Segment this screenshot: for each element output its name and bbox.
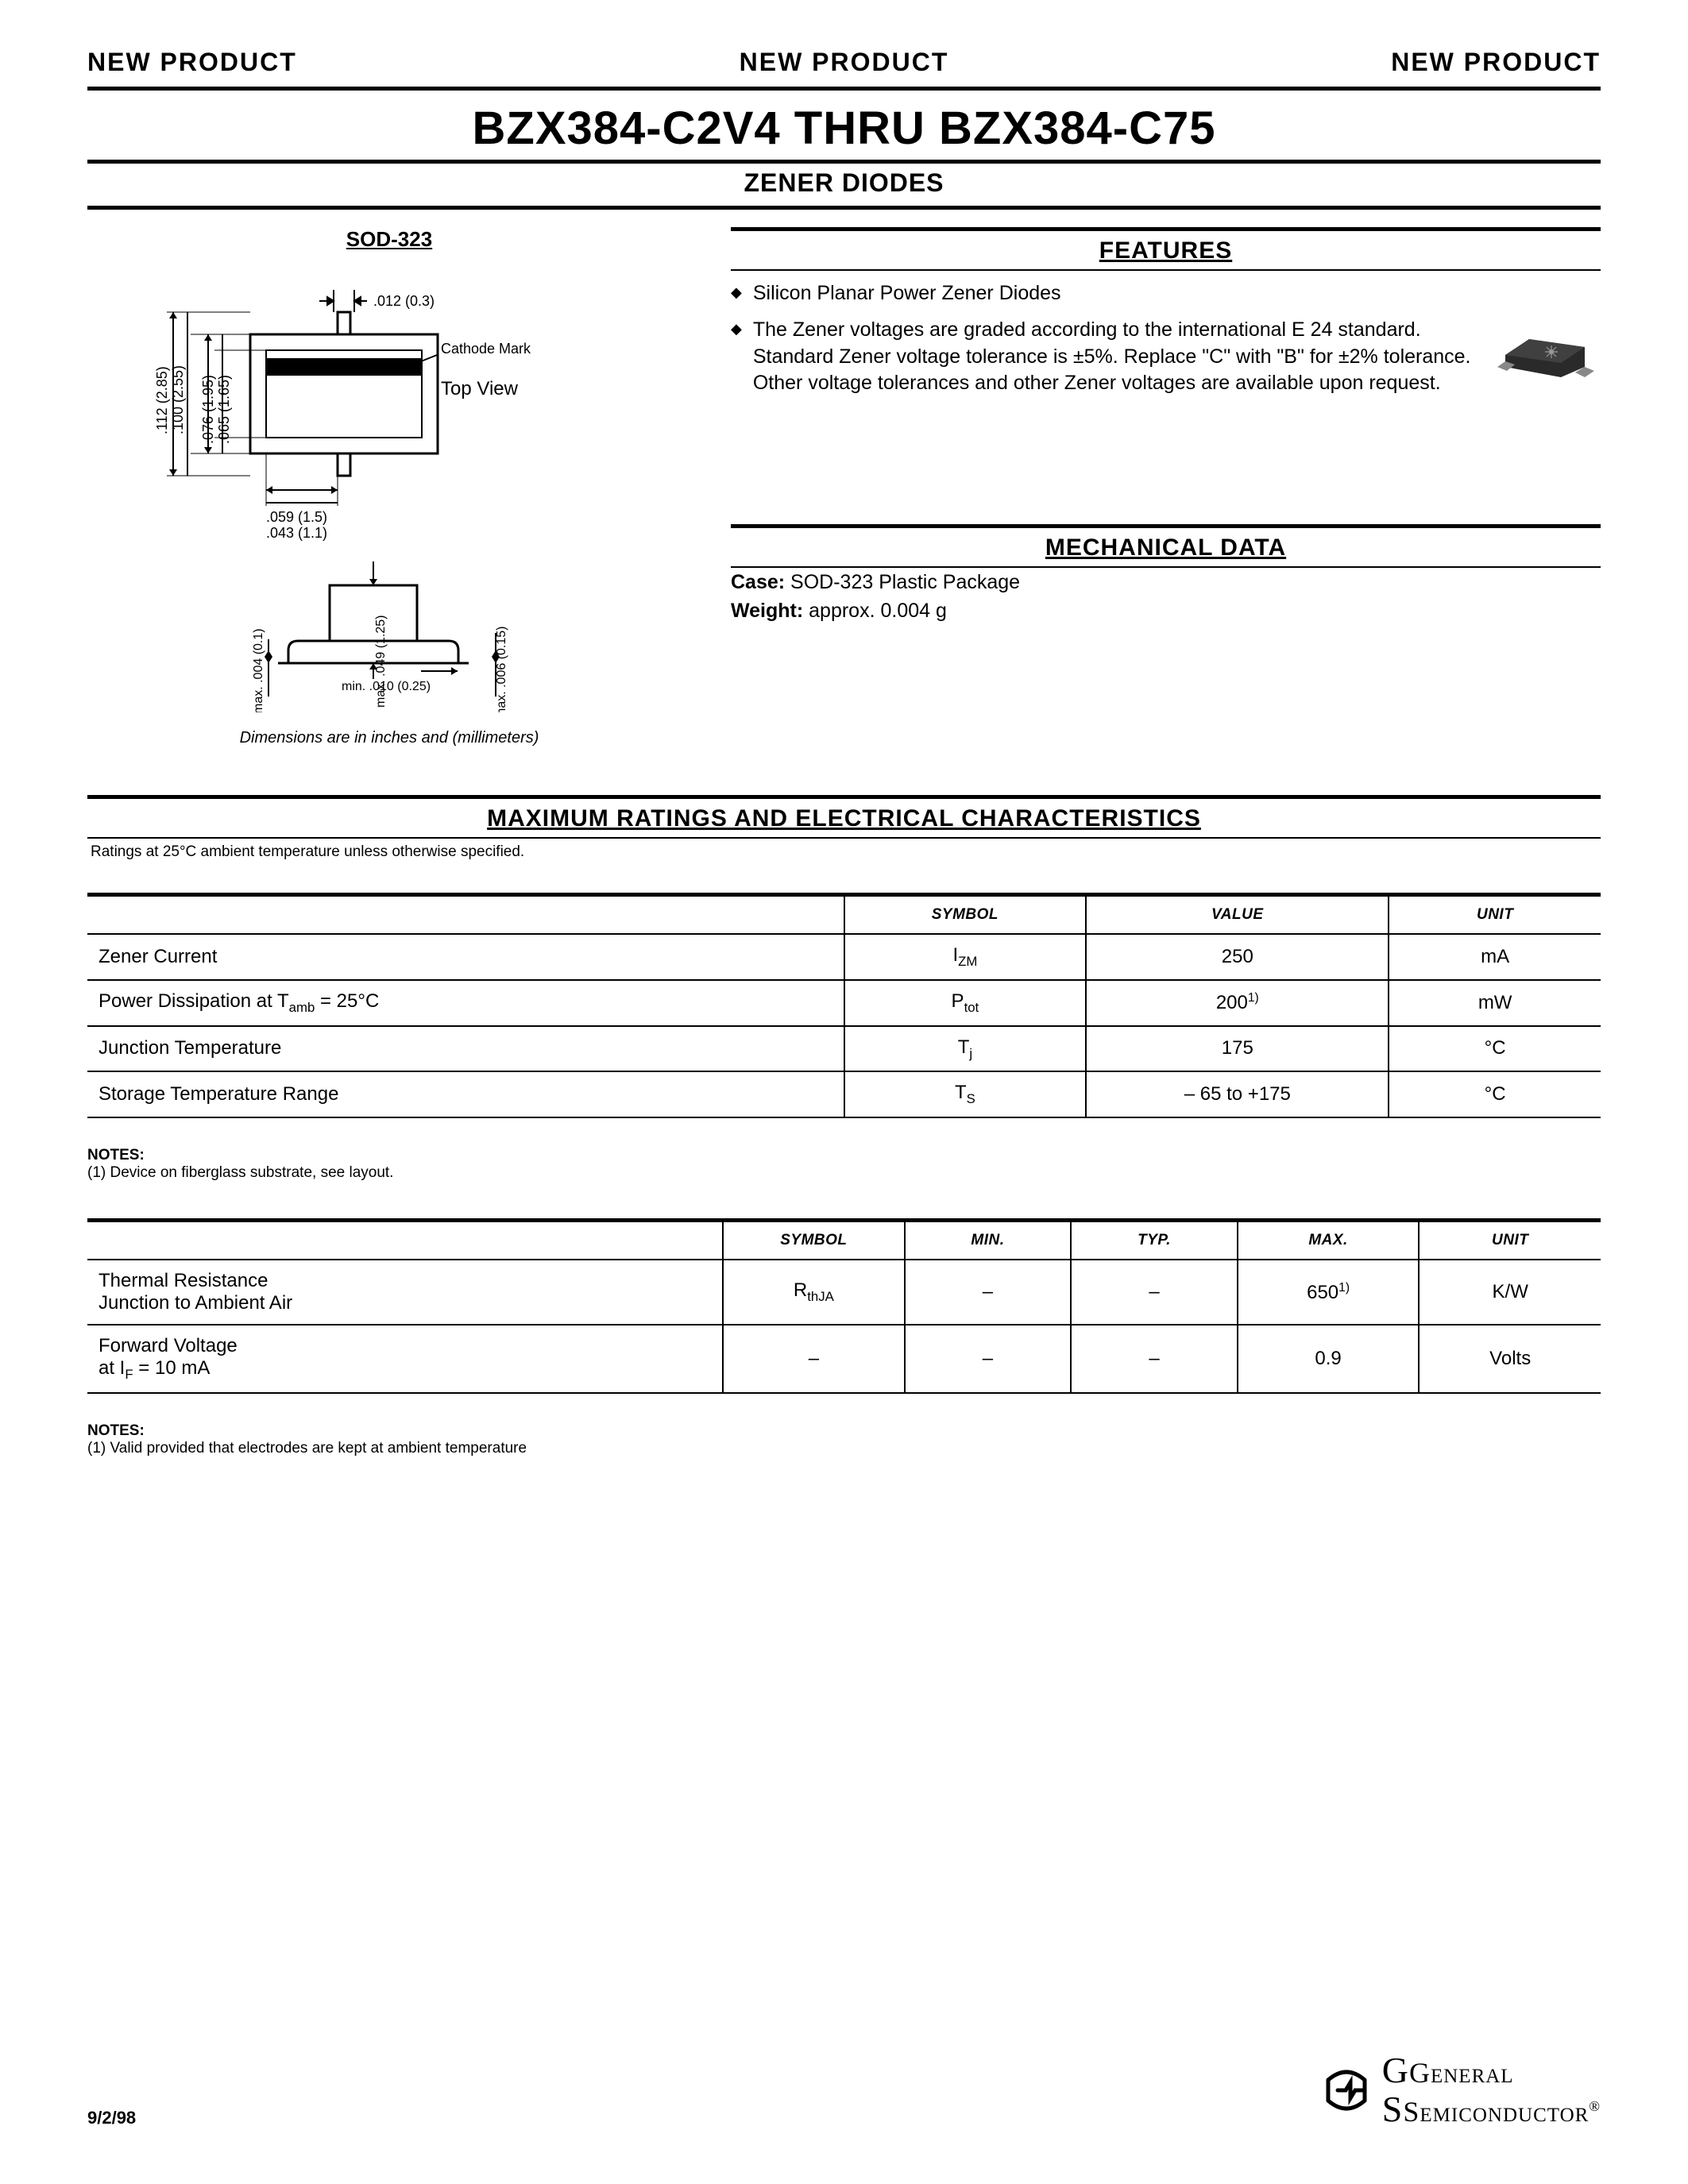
col-max: MAX.: [1238, 1221, 1420, 1260]
col-min: MIN.: [905, 1221, 1072, 1260]
features-list: ◆ Silicon Planar Power Zener Diodes ◆: [731, 280, 1601, 397]
notes-1: NOTES: (1) Device on fiberglass substrat…: [87, 1147, 1601, 1182]
table-row: Power Dissipation at Tamb = 25°CPtot2001…: [87, 980, 1601, 1026]
dim-059: .059 (1.5): [266, 509, 327, 525]
cathode-mark-label: Cathode Mark: [441, 341, 531, 357]
dim-012: .012 (0.3): [373, 293, 435, 309]
component-photo: [1489, 317, 1601, 388]
feature-item: Silicon Planar Power Zener Diodes: [753, 280, 1061, 307]
ratings-heading: MAXIMUM RATINGS AND ELECTRICAL CHARACTER…: [87, 799, 1601, 837]
page-footer: 9/2/98 GGeneral SSemiconductor®: [87, 2051, 1601, 2128]
ratings-table-2: SYMBOL MIN. TYP. MAX. UNIT Thermal Resis…: [87, 1218, 1601, 1394]
feature-item: The Zener voltages are graded according …: [753, 318, 1471, 395]
banner-center: NEW PRODUCT: [740, 48, 949, 77]
dim-min010: min. .010 (0.25): [342, 680, 431, 693]
notes-heading: NOTES:: [87, 1422, 1601, 1440]
package-diagram-panel: SOD-323 .012 (0.3): [87, 227, 691, 747]
col-unit: UNIT: [1389, 895, 1601, 935]
top-view-label: Top View: [441, 378, 519, 399]
col-value: VALUE: [1086, 895, 1389, 935]
dim-100: .100 (2.55): [170, 365, 186, 434]
dim-max006: max. .006 (0.15): [495, 627, 508, 713]
banner-left: NEW PRODUCT: [87, 48, 297, 77]
bullet-icon: ◆: [731, 317, 742, 397]
package-name: SOD-323: [87, 227, 691, 252]
bullet-icon: ◆: [731, 280, 742, 307]
banner-right: NEW PRODUCT: [1391, 48, 1601, 77]
logo-line2: Semiconductor: [1403, 2096, 1589, 2128]
dimensions-note: Dimensions are in inches and (millimeter…: [87, 729, 691, 747]
dim-076: .076 (1.95): [200, 375, 216, 444]
dim-065: .065 (1.65): [216, 375, 232, 444]
logo-icon: [1319, 2062, 1374, 2118]
notes-item: (1) Valid provided that electrodes are k…: [87, 1440, 1601, 1457]
logo-line1: General: [1409, 2057, 1514, 2089]
weight-value: approx. 0.004 g: [809, 600, 947, 622]
ratings-condition: Ratings at 25°C ambient temperature unle…: [91, 843, 1601, 861]
page-title: BZX384-C2V4 THRU BZX384-C75: [87, 91, 1601, 160]
dim-max049: max. .049 (1.25): [374, 615, 388, 708]
col-unit: UNIT: [1419, 1221, 1601, 1260]
col-symbol: SYMBOL: [844, 895, 1087, 935]
dim-112: .112 (2.85): [154, 366, 170, 434]
mechanical-heading: MECHANICAL DATA: [731, 528, 1601, 566]
divider: [87, 206, 1601, 210]
col-param: [87, 1221, 723, 1260]
table-row: Zener CurrentIZM250mA: [87, 934, 1601, 980]
divider: [731, 269, 1601, 271]
dim-043: .043 (1.1): [266, 525, 327, 541]
col-symbol: SYMBOL: [723, 1221, 905, 1260]
notes-item: (1) Device on fiberglass substrate, see …: [87, 1164, 1601, 1182]
col-param: [87, 895, 844, 935]
features-heading: FEATURES: [731, 231, 1601, 269]
weight-label: Weight:: [731, 600, 803, 622]
footer-date: 9/2/98: [87, 2108, 136, 2128]
table-row: Thermal ResistanceJunction to Ambient Ai…: [87, 1260, 1601, 1325]
package-diagram: .012 (0.3) Cathode Mark Top View: [119, 268, 659, 716]
registered-mark: ®: [1589, 2098, 1601, 2114]
dim-max004: max. .004 (0.1): [252, 628, 265, 712]
case-label: Case:: [731, 571, 785, 593]
table-row: Storage Temperature RangeTS– 65 to +175°…: [87, 1071, 1601, 1117]
new-product-banner: NEW PRODUCT NEW PRODUCT NEW PRODUCT: [87, 48, 1601, 87]
company-logo: GGeneral SSemiconductor®: [1319, 2051, 1601, 2128]
divider: [87, 837, 1601, 839]
notes-heading: NOTES:: [87, 1147, 1601, 1164]
col-typ: TYP.: [1071, 1221, 1238, 1260]
table-row: Junction TemperatureTj175°C: [87, 1026, 1601, 1072]
case-value: SOD-323 Plastic Package: [790, 571, 1020, 593]
ratings-table-1: SYMBOL VALUE UNIT Zener CurrentIZM250mAP…: [87, 893, 1601, 1118]
page-subtitle: ZENER DIODES: [87, 164, 1601, 206]
notes-2: NOTES: (1) Valid provided that electrode…: [87, 1422, 1601, 1457]
table-row: Forward Voltageat IF = 10 mA–––0.9Volts: [87, 1325, 1601, 1393]
